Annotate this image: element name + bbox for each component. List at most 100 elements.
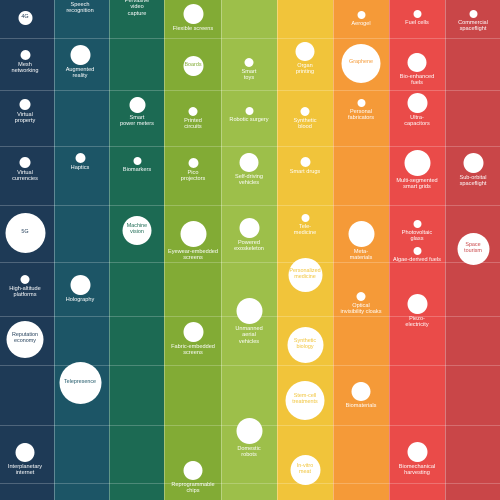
technology-node[interactable]: Powered exoskeleton (222, 218, 277, 253)
technology-node[interactable]: Fabric-embedded screens (166, 322, 221, 357)
technology-node[interactable]: Stem-cell treatments (278, 380, 333, 420)
technology-node[interactable]: Fuel cells (390, 10, 445, 26)
technology-node[interactable]: Telepresence (53, 362, 108, 404)
technology-node[interactable]: Mesh networking (0, 50, 53, 75)
technology-label: Speech recognition (66, 2, 94, 15)
technology-node[interactable]: Commercial spaceflight (446, 10, 500, 33)
technology-circle (239, 152, 259, 172)
technology-node[interactable]: 5G (0, 213, 53, 253)
technology-label: Pervasive video capture (124, 0, 150, 17)
technology-node[interactable]: Virtual property (0, 98, 53, 125)
technology-node[interactable]: Smart drugs (278, 157, 333, 175)
technology-label: Tele- medicine (293, 224, 317, 237)
technology-node[interactable]: Smart power meters (110, 97, 165, 128)
technology-node[interactable]: Holography (53, 275, 108, 303)
technology-label: Biomaterials (345, 402, 377, 409)
technology-node[interactable]: Virtual currencies (0, 156, 53, 183)
technology-node[interactable]: Sub-orbital spaceflight (446, 153, 500, 188)
technology-node[interactable]: Biomechanical harvesting (390, 442, 445, 477)
technology-label: Smart toys (241, 68, 257, 81)
technology-label: Personal fabricators (347, 109, 375, 122)
technology-node[interactable]: Piezo- electricity (390, 294, 445, 329)
technology-circle (19, 156, 31, 168)
technology-node[interactable]: Algae-derived fuels (390, 247, 445, 263)
technology-circle (300, 157, 310, 167)
technology-node[interactable]: Boards (166, 56, 221, 76)
technology-label: Mesh networking (11, 62, 39, 75)
technology-node[interactable]: Pervasive video capture (110, 0, 165, 17)
technology-node[interactable]: Tele- medicine (278, 214, 333, 237)
technology-label: Telepresence (63, 379, 97, 386)
technology-node[interactable]: Personal fabricators (334, 99, 389, 122)
technology-node[interactable]: Aerogel (334, 11, 389, 27)
technology-node[interactable]: Organ printing (278, 41, 333, 76)
technology-circle (183, 322, 203, 342)
technology-node[interactable]: Synthetic blood (278, 106, 333, 131)
technology-node[interactable]: Self-driving vehicles (222, 152, 277, 187)
technology-node[interactable]: Interplanetary internet (0, 442, 53, 477)
technology-node[interactable]: Biomaterials (334, 381, 389, 409)
technology-node[interactable]: Synthetic biology (278, 327, 333, 363)
technology-circle (301, 214, 309, 222)
technology-label: 4G (21, 14, 29, 21)
technology-node[interactable]: Printed circuits (166, 106, 221, 131)
technology-node[interactable]: Multi-segmented smart grids (390, 150, 445, 191)
technology-circle (19, 98, 31, 110)
technology-circle: Synthetic biology (287, 327, 323, 363)
technology-label: Virtual property (14, 111, 36, 124)
technology-node[interactable]: Augmented reality (53, 45, 108, 80)
technology-label: Boards (184, 62, 202, 69)
technology-node[interactable]: Smart toys (222, 57, 277, 82)
technology-node[interactable]: Unmanned aerial vehicles (222, 298, 277, 345)
technology-label: Aerogel (351, 21, 371, 27)
technology-node[interactable]: Domestic robots (222, 418, 277, 459)
technology-node[interactable]: Robotic surgery (222, 107, 277, 123)
technology-node[interactable]: Reputation economy (0, 320, 53, 358)
technology-circle (188, 158, 198, 168)
technology-circle: Machine vision (122, 215, 152, 245)
category-column-5 (221, 0, 277, 500)
technology-circle (469, 10, 477, 18)
technology-node[interactable]: Bio-enhanced fuels (390, 52, 445, 87)
technology-label: Haptics (70, 165, 90, 171)
technology-node[interactable]: Ultra- capacitors (390, 93, 445, 128)
technology-node[interactable]: Space tourism (446, 233, 500, 265)
technology-node[interactable]: Meta- materials (334, 221, 389, 262)
technology-label: In-vitro meat (296, 463, 314, 475)
technology-circle (463, 153, 483, 173)
technology-label: Reputation economy (11, 332, 39, 344)
technology-label: Augmented reality (65, 67, 95, 80)
technology-node[interactable]: Speech recognition (53, 0, 108, 15)
technology-circle (404, 150, 430, 176)
technology-node[interactable]: Optical invisibility cloaks (334, 291, 389, 316)
technology-node[interactable]: 4G (0, 11, 53, 25)
technology-node[interactable]: Eyewear-embedded screens (166, 221, 221, 262)
technology-label: Graphene (349, 59, 373, 66)
technology-circle (413, 220, 421, 228)
technology-node[interactable]: Personalized medicine (278, 258, 333, 292)
technology-node[interactable]: In-vitro meat (278, 455, 333, 485)
technology-circle: Personalized medicine (288, 258, 322, 292)
technology-node[interactable]: Haptics (53, 153, 108, 171)
technology-node[interactable]: Photovoltaic glass (390, 220, 445, 243)
technology-node[interactable]: Reprogrammable chips (166, 460, 221, 495)
technology-circle (129, 97, 145, 113)
technology-label: Flexible screens (172, 26, 214, 32)
technology-label: Synthetic blood (293, 117, 317, 130)
technology-circle (407, 294, 427, 314)
technology-circle (407, 52, 427, 72)
column-divider (389, 0, 390, 500)
technology-circle (20, 274, 30, 284)
technology-node[interactable]: High-altitude platforms (0, 274, 53, 299)
category-column-3 (109, 0, 164, 500)
technology-node[interactable]: Graphene (334, 43, 389, 83)
technology-node[interactable]: Biomarkers (110, 157, 165, 173)
column-divider (445, 0, 446, 500)
technology-circle (70, 45, 90, 65)
technology-node[interactable]: Flexible screens (166, 4, 221, 32)
technology-node[interactable]: Machine vision (110, 215, 165, 245)
technology-label: Bio-enhanced fuels (399, 73, 435, 86)
technology-node[interactable]: Pico projectors (166, 158, 221, 183)
category-column-4 (164, 0, 221, 500)
technology-circle (180, 221, 206, 247)
